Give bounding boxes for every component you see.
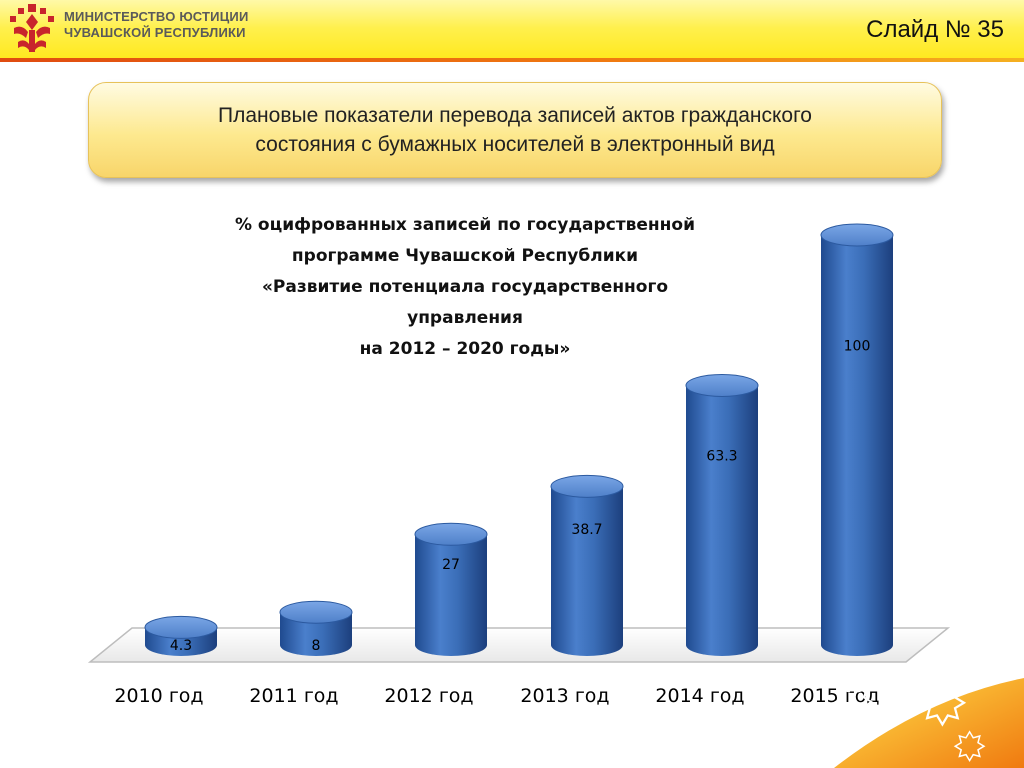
- chart-floor: [87, 627, 951, 663]
- bar: [279, 600, 353, 656]
- bar-body: [280, 612, 352, 656]
- bar-value-label: 63.3: [706, 449, 737, 465]
- bar-value-label: 100: [844, 339, 871, 355]
- slide-title: Плановые показатели перевода записей акт…: [178, 101, 852, 159]
- category-label: 2011 год: [249, 685, 338, 707]
- bar-top: [550, 474, 624, 498]
- bar-value-label: 4.3: [170, 638, 192, 654]
- bar: [144, 615, 218, 656]
- star-icon: [918, 679, 967, 727]
- bar: [550, 474, 624, 656]
- ministry-line-1: МИНИСТЕРСТВО ЮСТИЦИИ: [64, 9, 249, 24]
- ministry-line-2: ЧУВАШСКОЙ РЕСПУБЛИКИ: [64, 25, 246, 40]
- category-label: 2010 год: [114, 685, 203, 707]
- chuvash-emblem-icon: [10, 4, 54, 52]
- bar: [685, 373, 759, 656]
- bar-body: [551, 486, 623, 656]
- bar: [414, 522, 488, 656]
- slide-title-line-1: Плановые показатели перевода записей акт…: [218, 104, 812, 127]
- bar-body: [821, 235, 893, 656]
- chart-title-line-3: «Развитие потенциала государственного: [261, 277, 669, 297]
- bar-value-label: 27: [442, 557, 460, 573]
- bar-top: [820, 223, 894, 247]
- category-label: 2014 год: [655, 685, 744, 707]
- star-icon: [953, 730, 986, 763]
- bar-value-label: 8: [312, 638, 321, 654]
- slide-number: Слайд № 35: [866, 16, 1004, 43]
- decorative-stars: [834, 678, 1024, 768]
- chart-title: % оцифрованных записей по государственно…: [180, 210, 750, 365]
- bar-top: [144, 615, 218, 639]
- bar-top: [279, 600, 353, 624]
- bar-top: [685, 373, 759, 397]
- chart-title-line-2: программе Чувашской Республики: [291, 246, 639, 266]
- bar: [820, 223, 894, 656]
- chart-title-line-1: % оцифрованных записей по государственно…: [234, 215, 695, 235]
- header-bar: [0, 0, 1024, 62]
- chart-title-line-4: управления: [407, 308, 523, 328]
- header-divider: [0, 58, 1024, 62]
- bar-top: [414, 522, 488, 546]
- bar-body: [415, 534, 487, 656]
- category-label: 2012 год: [384, 685, 473, 707]
- star-icon: [834, 682, 874, 722]
- orange-swoosh: [834, 678, 1024, 768]
- bar-value-label: 38.7: [571, 522, 602, 538]
- ministry-name: МИНИСТЕРСТВО ЮСТИЦИИ ЧУВАШСКОЙ РЕСПУБЛИК…: [64, 9, 249, 41]
- bar-body: [686, 385, 758, 656]
- slide-title-line-2: состояния с бумажных носителей в электро…: [255, 133, 775, 156]
- chart-title-line-5: на 2012 – 2020 годы»: [359, 339, 571, 359]
- slide-title-box: Плановые показатели перевода записей акт…: [88, 82, 942, 178]
- category-label: 2013 год: [520, 685, 609, 707]
